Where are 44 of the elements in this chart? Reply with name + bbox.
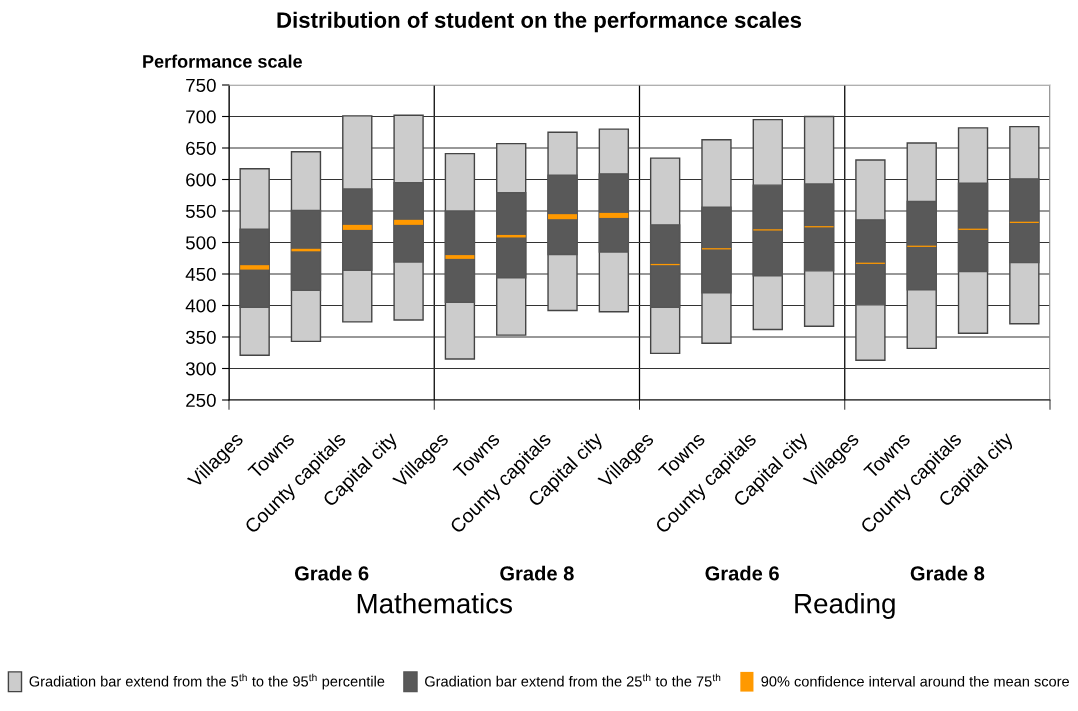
bar — [599, 212, 629, 218]
chart-title: Distribution of student on the performance scales — [277, 11, 802, 33]
bar — [547, 174, 578, 256]
bar — [342, 188, 373, 271]
y-tick-label: 250 — [186, 393, 216, 407]
text: Grade 6 — [705, 565, 779, 581]
legend-label: Gradiation bar extend from the 5$^{th}$ to the 95$^{th}$ percentile — [29, 673, 385, 690]
text: Mathematics — [357, 593, 512, 614]
bar — [598, 173, 630, 253]
y-tick-label: 400 — [185, 299, 216, 313]
legend-label: 90% confidence interval around the mean score — [761, 675, 1069, 687]
y-tick-label: 600 — [186, 173, 216, 187]
bar — [855, 219, 886, 306]
legend-label: Gradiation bar extend from the 25$^{th}$ to the 75$^{th}$ — [425, 673, 721, 687]
text: Reading — [795, 593, 895, 619]
text: Grade 8 — [500, 565, 574, 581]
bar — [240, 265, 270, 270]
bar — [752, 184, 783, 277]
bar — [649, 224, 681, 309]
bar — [290, 209, 322, 292]
bar — [394, 219, 424, 225]
y-axis-title: Performance scale — [143, 54, 302, 68]
y-tick-label: 550 — [185, 204, 216, 218]
bar — [239, 228, 270, 309]
bar — [496, 192, 527, 279]
bar — [393, 181, 424, 263]
bar — [445, 255, 475, 259]
bar — [1009, 178, 1040, 264]
bar — [803, 183, 835, 272]
y-tick-label: 350 — [185, 330, 216, 344]
y-tick-label: 750 — [186, 78, 216, 92]
y-tick-label: 700 — [186, 110, 216, 124]
bar — [906, 200, 937, 291]
text: Grade 8 — [910, 565, 985, 581]
bar — [444, 210, 476, 304]
text: Grade 6 — [294, 565, 369, 581]
bar — [548, 214, 578, 220]
bar — [957, 182, 989, 273]
y-tick-label: 650 — [186, 141, 216, 155]
bar — [701, 206, 732, 294]
y-tick-label: 450 — [185, 267, 216, 281]
y-tick-label: 300 — [185, 362, 216, 376]
y-tick-label: 500 — [185, 236, 216, 250]
bar — [342, 224, 372, 230]
